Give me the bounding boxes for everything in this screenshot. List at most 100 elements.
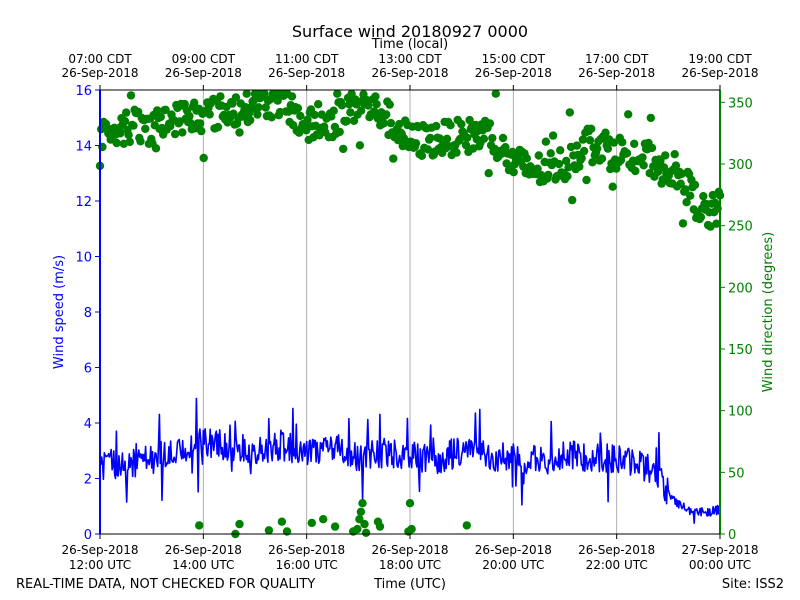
wind-direction-point — [631, 166, 640, 176]
top-tick-time: 17:00 CDT — [585, 52, 649, 66]
wind-direction-point — [371, 92, 380, 101]
wind-direction-point — [267, 113, 276, 122]
bottom-tick-time: 12:00 UTC — [69, 558, 131, 572]
wind-direction-point-low — [360, 519, 369, 529]
wind-direction-point — [228, 99, 237, 108]
wind-direction-point — [235, 128, 244, 137]
wind-direction-point — [446, 121, 455, 130]
wind-direction-point — [364, 101, 373, 110]
top-axis-label: Time (local) — [371, 37, 448, 52]
wind-direction-point — [339, 144, 348, 154]
wind-direction-point-low — [235, 519, 244, 529]
wind-direction-point — [329, 106, 338, 115]
bottom-tick-time: 16:00 UTC — [276, 558, 338, 572]
wind-direction-point — [389, 154, 398, 163]
left-axis-label: Wind speed (m/s) — [52, 255, 67, 369]
right-tick-label: 200 — [728, 281, 753, 296]
wind-direction-point — [242, 89, 251, 98]
wind-direction-point — [244, 109, 254, 118]
wind-direction-point — [260, 89, 269, 98]
wind-direction-point — [690, 180, 700, 190]
right-axis-label: Wind direction (degrees) — [761, 232, 776, 392]
top-tick-time: 19:00 CDT — [688, 52, 752, 66]
wind-direction-point — [379, 119, 388, 128]
wind-direction-point — [593, 144, 602, 153]
wind-direction-point-low — [195, 521, 204, 530]
wind-direction-point — [484, 169, 493, 178]
wind-direction-point — [337, 101, 347, 110]
wind-direction-point — [423, 145, 433, 154]
top-tick-date: 26-Sep-2018 — [578, 66, 655, 80]
bottom-tick-date: 26-Sep-2018 — [371, 543, 448, 557]
wind-direction-point — [161, 105, 170, 115]
wind-direction-point — [213, 122, 223, 132]
wind-direction-point — [656, 156, 665, 166]
left-tick-label: 6 — [84, 362, 92, 377]
bottom-tick-date: 27-Sep-2018 — [681, 543, 758, 557]
wind-direction-point — [246, 115, 255, 125]
wind-direction-point — [122, 108, 131, 117]
chart-title: Surface wind 20180927 0000 — [292, 22, 528, 41]
right-tick-label: 250 — [728, 220, 753, 235]
wind-direction-point — [129, 121, 138, 130]
wind-direction-point — [554, 159, 564, 169]
wind-direction-point — [254, 103, 263, 112]
left-tick-label: 2 — [84, 473, 92, 488]
wind-direction-point-low — [407, 524, 416, 534]
wind-direction-point — [608, 182, 617, 191]
wind-direction-point-low — [356, 507, 366, 516]
wind-direction-point — [522, 154, 531, 163]
wind-direction-point — [231, 93, 241, 102]
wind-direction-point-low — [277, 517, 287, 526]
left-tick-label: 8 — [84, 306, 92, 321]
wind-direction-point — [124, 130, 133, 140]
wind-direction-point — [479, 134, 489, 143]
wind-direction-point — [676, 179, 685, 188]
wind-direction-point — [646, 113, 655, 123]
wind-speed-line — [99, 397, 721, 525]
wind-direction-point — [335, 127, 344, 137]
wind-direction-point — [253, 110, 262, 119]
wind-direction-point — [622, 149, 632, 158]
wind-direction-point — [638, 153, 647, 162]
wind-direction-point — [681, 185, 690, 194]
wind-direction-point — [136, 137, 145, 146]
left-tick-label: 12 — [75, 195, 92, 210]
wind-direction-point — [156, 112, 165, 122]
wind-direction-point — [126, 91, 136, 100]
wind-direction-point — [355, 141, 365, 150]
bottom-tick-time: 00:00 UTC — [689, 558, 751, 572]
wind-direction-point — [485, 119, 495, 128]
bottom-tick-date: 26-Sep-2018 — [578, 543, 655, 557]
wind-direction-point — [151, 144, 161, 153]
bottom-tick-date: 26-Sep-2018 — [268, 543, 345, 557]
wind-direction-point-low — [330, 522, 340, 531]
wind-direction-point — [452, 148, 461, 157]
wind-direction-point — [386, 118, 396, 128]
top-tick-time: 15:00 CDT — [482, 52, 546, 66]
wind-direction-point — [588, 158, 597, 167]
wind-direction-point — [205, 110, 214, 119]
bottom-tick-date: 26-Sep-2018 — [61, 543, 138, 557]
top-tick-date: 26-Sep-2018 — [268, 66, 345, 80]
wind-direction-point — [382, 110, 391, 119]
wind-direction-point — [463, 133, 472, 142]
wind-direction-point — [501, 143, 510, 152]
wind-direction-point — [303, 115, 312, 124]
bottom-tick-date: 26-Sep-2018 — [165, 543, 242, 557]
wind-direction-point — [699, 192, 708, 201]
wind-direction-point-low — [307, 518, 316, 528]
wind-direction-point — [178, 128, 187, 137]
wind-direction-point — [116, 129, 125, 138]
wind-direction-point — [712, 219, 721, 228]
right-tick-label: 150 — [728, 343, 753, 358]
wind-direction-point-low — [319, 515, 328, 524]
bottom-tick-date: 26-Sep-2018 — [475, 543, 552, 557]
footer-quality-note: REAL-TIME DATA, NOT CHECKED FOR QUALITY — [16, 577, 315, 592]
wind-direction-point — [261, 103, 270, 112]
wind-direction-point — [190, 98, 199, 107]
wind-direction-point — [461, 140, 471, 150]
right-tick-label: 100 — [728, 405, 753, 420]
top-tick-date: 26-Sep-2018 — [371, 66, 448, 80]
